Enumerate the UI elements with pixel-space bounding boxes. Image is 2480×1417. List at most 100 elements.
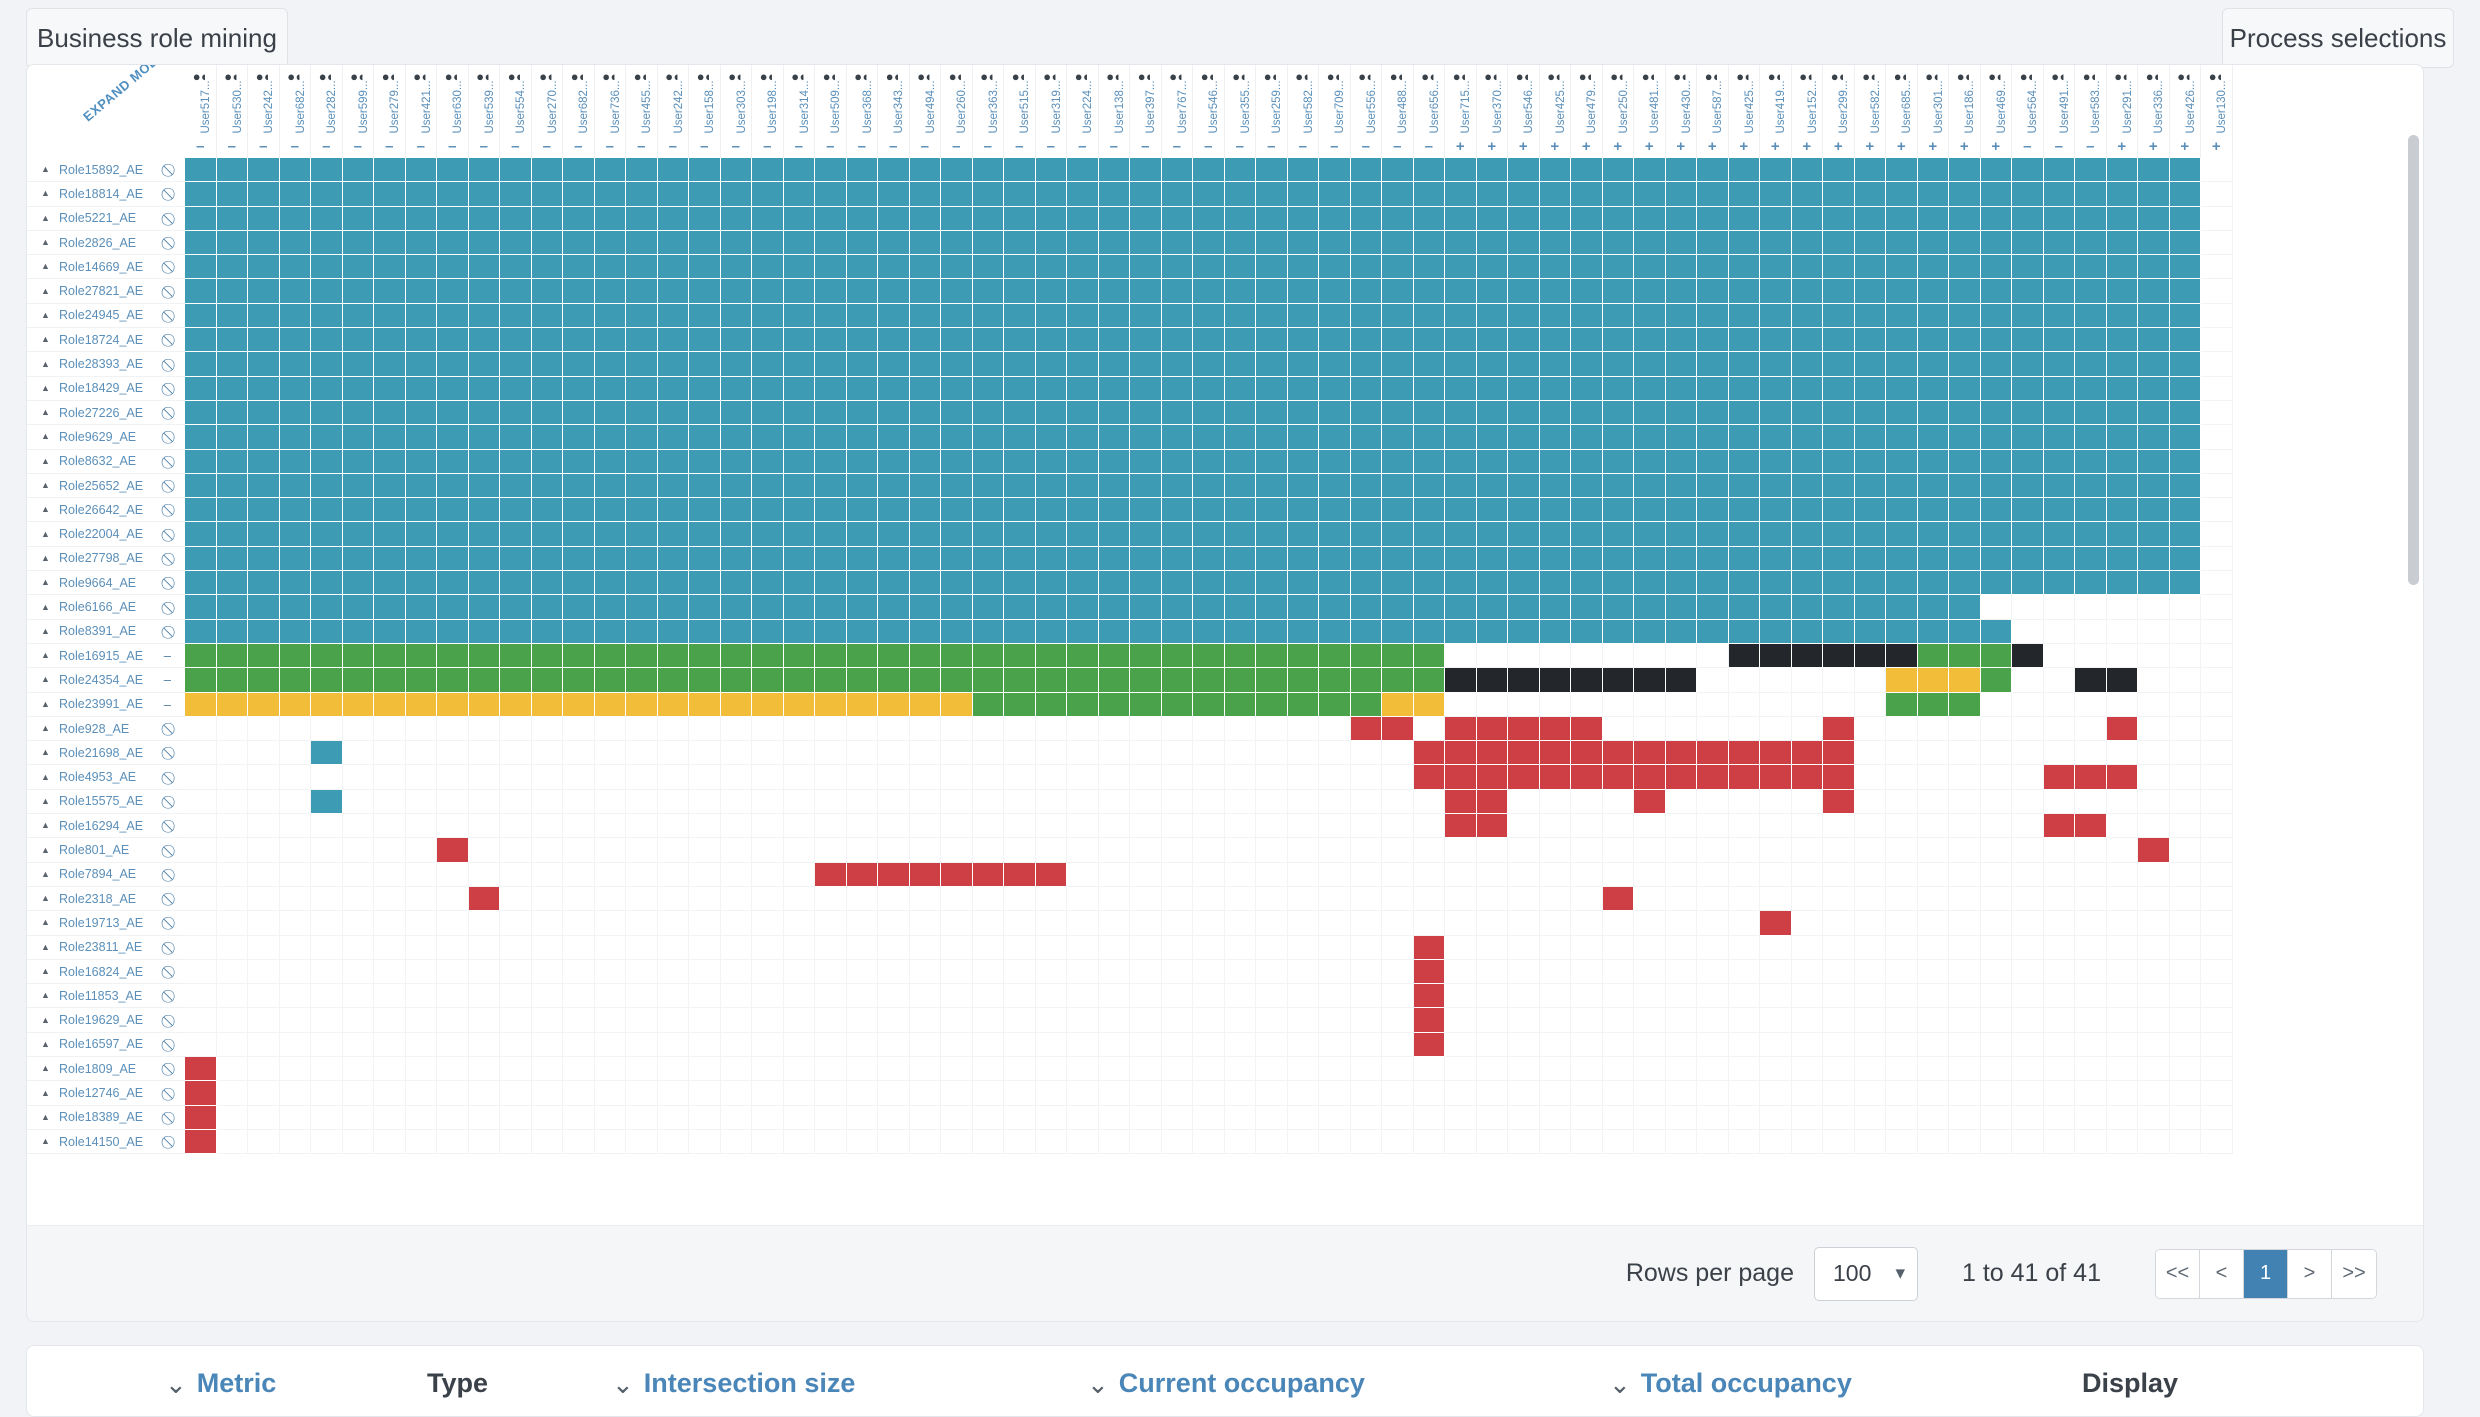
matrix-cell[interactable]: [657, 352, 689, 377]
matrix-cell[interactable]: [2012, 376, 2044, 401]
matrix-cell[interactable]: [1728, 498, 1760, 523]
row-header[interactable]: ▲ Role16915_AE –: [27, 644, 185, 669]
matrix-cell[interactable]: [972, 328, 1004, 353]
matrix-cell[interactable]: [594, 400, 626, 426]
column-header[interactable]: ●◖ User530... –: [216, 65, 248, 158]
matrix-cell[interactable]: [1823, 643, 1855, 669]
matrix-cell[interactable]: [1067, 449, 1099, 474]
matrix-cell[interactable]: [1665, 522, 1697, 547]
matrix-cell[interactable]: [1665, 765, 1697, 790]
matrix-cell[interactable]: [846, 498, 878, 523]
matrix-cell[interactable]: [1917, 595, 1949, 620]
matrix-cell[interactable]: [1067, 595, 1099, 620]
matrix-cell[interactable]: [1350, 328, 1382, 353]
matrix-cell[interactable]: [815, 206, 847, 231]
row-header[interactable]: ▲ Role23991_AE –: [27, 692, 185, 717]
matrix-cell[interactable]: [1854, 522, 1886, 547]
matrix-cell[interactable]: [1287, 352, 1319, 377]
matrix-cell[interactable]: [1634, 741, 1666, 766]
matrix-cell[interactable]: [2043, 182, 2075, 207]
matrix-cell[interactable]: [815, 643, 847, 669]
matrix-cell[interactable]: [909, 862, 941, 887]
matrix-cell[interactable]: [1287, 643, 1319, 669]
matrix-cell[interactable]: [1224, 449, 1256, 474]
matrix-cell[interactable]: [657, 449, 689, 474]
matrix-cell[interactable]: [1634, 230, 1666, 256]
matrix-cell[interactable]: [1980, 328, 2012, 353]
matrix-cell[interactable]: [1854, 230, 1886, 256]
matrix-cell[interactable]: [342, 158, 374, 183]
column-header[interactable]: ●◖ User546... +: [1508, 65, 1540, 158]
matrix-cell[interactable]: [1287, 595, 1319, 620]
matrix-cell[interactable]: [815, 182, 847, 207]
matrix-cell[interactable]: [1004, 692, 1036, 717]
matrix-cell[interactable]: [594, 279, 626, 304]
matrix-cell[interactable]: [1791, 619, 1823, 644]
matrix-cell[interactable]: [342, 571, 374, 596]
matrix-cell[interactable]: [972, 206, 1004, 231]
matrix-cell[interactable]: [531, 158, 563, 183]
matrix-cell[interactable]: [1350, 352, 1382, 377]
matrix-cell[interactable]: [531, 595, 563, 620]
matrix-cell[interactable]: [1697, 182, 1729, 207]
matrix-cell[interactable]: [1760, 571, 1792, 596]
matrix-cell[interactable]: [1350, 619, 1382, 644]
matrix-cell[interactable]: [405, 619, 437, 644]
matrix-cell[interactable]: [1067, 668, 1099, 693]
matrix-cell[interactable]: [720, 619, 752, 644]
minus-icon[interactable]: –: [2086, 138, 2095, 155]
matrix-cell[interactable]: [342, 279, 374, 304]
matrix-cell[interactable]: [846, 303, 878, 329]
matrix-cell[interactable]: [1035, 862, 1067, 887]
matrix-cell[interactable]: [1161, 595, 1193, 620]
plus-icon[interactable]: +: [1770, 138, 1780, 155]
matrix-cell[interactable]: [1571, 400, 1603, 426]
matrix-cell[interactable]: [1287, 473, 1319, 499]
matrix-cell[interactable]: [1224, 230, 1256, 256]
matrix-cell[interactable]: [216, 182, 248, 207]
matrix-cell[interactable]: [1697, 206, 1729, 231]
matrix-cell[interactable]: [1413, 400, 1445, 426]
matrix-cell[interactable]: [1287, 376, 1319, 401]
row-header[interactable]: ▲Role6166_AE⃠: [27, 595, 185, 620]
matrix-cell[interactable]: [594, 376, 626, 401]
matrix-cell[interactable]: [909, 643, 941, 669]
matrix-cell[interactable]: [1476, 571, 1508, 596]
matrix-cell[interactable]: [1476, 352, 1508, 377]
matrix-cell[interactable]: [1035, 255, 1067, 280]
page-1-button[interactable]: 1: [2244, 1249, 2288, 1298]
matrix-cell[interactable]: [2106, 425, 2138, 450]
matrix-cell[interactable]: [437, 595, 469, 620]
matrix-cell[interactable]: [1445, 352, 1477, 377]
matrix-cell[interactable]: [783, 571, 815, 596]
matrix-cell[interactable]: [1287, 328, 1319, 353]
matrix-cell[interactable]: [248, 692, 280, 717]
column-header[interactable]: ●◖ User509... –: [815, 65, 847, 158]
matrix-cell[interactable]: [1413, 522, 1445, 547]
matrix-cell[interactable]: [2012, 449, 2044, 474]
matrix-cell[interactable]: [185, 522, 217, 547]
matrix-cell[interactable]: [311, 279, 343, 304]
matrix-cell[interactable]: [941, 352, 973, 377]
matrix-cell[interactable]: [657, 425, 689, 450]
matrix-cell[interactable]: [1445, 765, 1477, 790]
matrix-cell[interactable]: [657, 473, 689, 499]
matrix-cell[interactable]: [1728, 182, 1760, 207]
matrix-cell[interactable]: [720, 546, 752, 572]
matrix-cell[interactable]: [1319, 182, 1351, 207]
matrix-cell[interactable]: [972, 376, 1004, 401]
matrix-cell[interactable]: [2169, 206, 2201, 231]
matrix-cell[interactable]: [437, 255, 469, 280]
matrix-cell[interactable]: [1697, 546, 1729, 572]
matrix-cell[interactable]: [1791, 255, 1823, 280]
matrix-cell[interactable]: [1539, 255, 1571, 280]
matrix-cell[interactable]: [248, 279, 280, 304]
matrix-cell[interactable]: [1760, 522, 1792, 547]
matrix-cell[interactable]: [563, 182, 595, 207]
matrix-cell[interactable]: [185, 571, 217, 596]
row-header[interactable]: ▲Role11853_AE⃠: [27, 984, 185, 1009]
matrix-cell[interactable]: [468, 255, 500, 280]
matrix-cell[interactable]: [185, 1105, 217, 1130]
matrix-cell[interactable]: [1476, 158, 1508, 183]
matrix-cell[interactable]: [1697, 571, 1729, 596]
